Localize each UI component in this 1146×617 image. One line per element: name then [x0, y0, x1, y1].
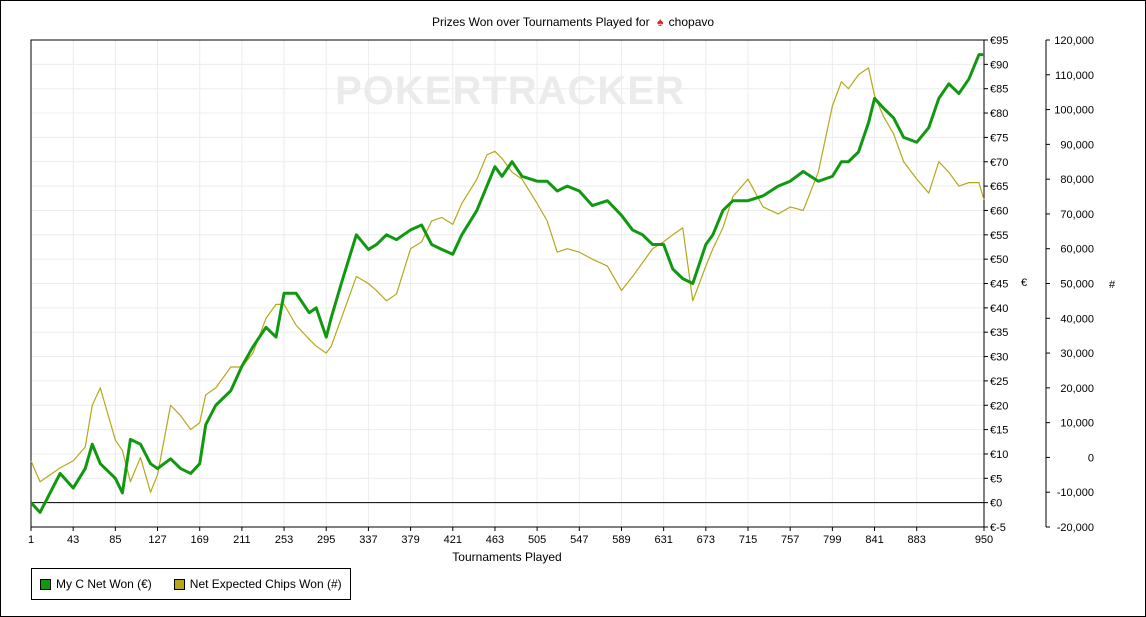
x-tick-label: 547 [570, 534, 588, 546]
x-tick-label: 950 [975, 534, 993, 546]
y-left-tick-label: €30 [990, 352, 1008, 364]
x-tick-label: 43 [67, 534, 79, 546]
y-right-axis-label: # [1109, 279, 1116, 291]
y-left-tick-label: €75 [990, 132, 1008, 144]
y-left-tick-label: €50 [990, 254, 1008, 266]
x-tick-label: 841 [865, 534, 883, 546]
y-left-tick-label: €65 [990, 181, 1008, 193]
spade-icon: ♠ [657, 15, 664, 29]
y-right-tick-label: 110,000 [1055, 70, 1094, 82]
y-left-tick-label: €10 [990, 449, 1008, 461]
y-left-tick-label: €95 [990, 35, 1008, 47]
legend-item-expected-chips[interactable]: Net Expected Chips Won (#) [173, 577, 342, 591]
chart-title-player: chopavo [669, 15, 715, 29]
y-left-tick-label: €45 [990, 279, 1008, 291]
y-left-tick-label: €85 [990, 84, 1008, 96]
legend-item-net-won[interactable]: My C Net Won (€) [40, 577, 152, 591]
series-line-net-won [29, 53, 984, 514]
y-left-axis-label: € [1021, 277, 1027, 289]
y-left-tick-label: €5 [990, 473, 1002, 485]
y-left-tick-label: €25 [990, 376, 1008, 388]
y-right-tick-label: 80,000 [1060, 174, 1094, 186]
x-tick-label: 715 [739, 534, 757, 546]
y-left-tick-label: €-5 [990, 522, 1006, 534]
y-left-tick-label: €40 [990, 303, 1008, 315]
y-right-tick-label: -10,000 [1057, 487, 1094, 499]
x-tick-label: 757 [781, 534, 799, 546]
y-right-tick-label: 120,000 [1054, 35, 1094, 47]
legend-swatch-net-won [40, 578, 51, 590]
x-tick-label: 799 [823, 534, 841, 546]
x-tick-label: 673 [697, 534, 715, 546]
x-tick-label: 169 [191, 534, 209, 546]
y-right-tick-label: 100,000 [1054, 105, 1094, 117]
y-right-tick-label: 50,000 [1060, 279, 1094, 291]
y-left-tick-label: €90 [990, 59, 1008, 71]
x-tick-label: 295 [317, 534, 335, 546]
y-right-tick-label: 20,000 [1060, 383, 1094, 395]
y-right-tick-label: 40,000 [1060, 313, 1094, 325]
x-tick-label: 379 [401, 534, 419, 546]
x-axis-label: Tournaments Played [452, 550, 561, 564]
x-tick-label: 883 [908, 534, 926, 546]
y-left-tick-label: €0 [990, 498, 1002, 510]
legend-label-expected-chips: Net Expected Chips Won (#) [189, 577, 342, 591]
legend-label-net-won: My C Net Won (€) [56, 577, 152, 591]
x-tick-label: 505 [528, 534, 546, 546]
x-tick-label: 337 [359, 534, 377, 546]
y-left-tick-label: €70 [990, 157, 1008, 169]
x-tick-label: 421 [444, 534, 462, 546]
x-tick-label: 463 [486, 534, 504, 546]
chart-title-prefix: Prizes Won over Tournaments Played for [432, 15, 650, 29]
y-left-tick-label: €60 [990, 205, 1008, 217]
legend-swatch-expected-chips [173, 578, 185, 590]
chart-title: Prizes Won over Tournaments Played for ♠… [432, 15, 714, 29]
x-tick-label: 589 [612, 534, 630, 546]
y-right-tick-label: 90,000 [1060, 139, 1094, 151]
x-tick-label: 211 [233, 534, 251, 546]
x-tick-label: 127 [148, 534, 166, 546]
chart-legend: My C Net Won (€) Net Expected Chips Won … [31, 568, 351, 600]
x-tick-label: 85 [109, 534, 121, 546]
y-right-tick-label: -20,000 [1057, 522, 1094, 534]
y-left-tick-label: €80 [990, 108, 1008, 120]
y-left-tick-label: €55 [990, 230, 1008, 242]
y-right-tick-label: 30,000 [1060, 348, 1094, 360]
y-right-tick-label: 70,000 [1060, 209, 1094, 221]
y-right-tick-label: 0 [1088, 452, 1094, 464]
y-left-tick-label: €15 [990, 425, 1008, 437]
watermark-logo: POKERTRACKER [335, 69, 685, 113]
y-right-tick-label: 10,000 [1060, 418, 1094, 430]
y-left-tick-label: €20 [990, 400, 1008, 412]
x-tick-label: 253 [275, 534, 293, 546]
y-left-tick-label: €35 [990, 327, 1008, 339]
x-tick-label: 1 [28, 534, 34, 546]
x-tick-label: 631 [654, 534, 672, 546]
y-right-tick-label: 60,000 [1060, 244, 1094, 256]
series-line-expected-chips [30, 67, 985, 493]
